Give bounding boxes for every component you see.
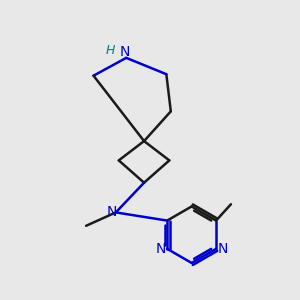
Text: N: N	[218, 242, 228, 256]
Text: N: N	[119, 45, 130, 59]
Text: N: N	[106, 206, 116, 219]
Text: H: H	[105, 44, 115, 57]
Text: N: N	[155, 242, 166, 256]
